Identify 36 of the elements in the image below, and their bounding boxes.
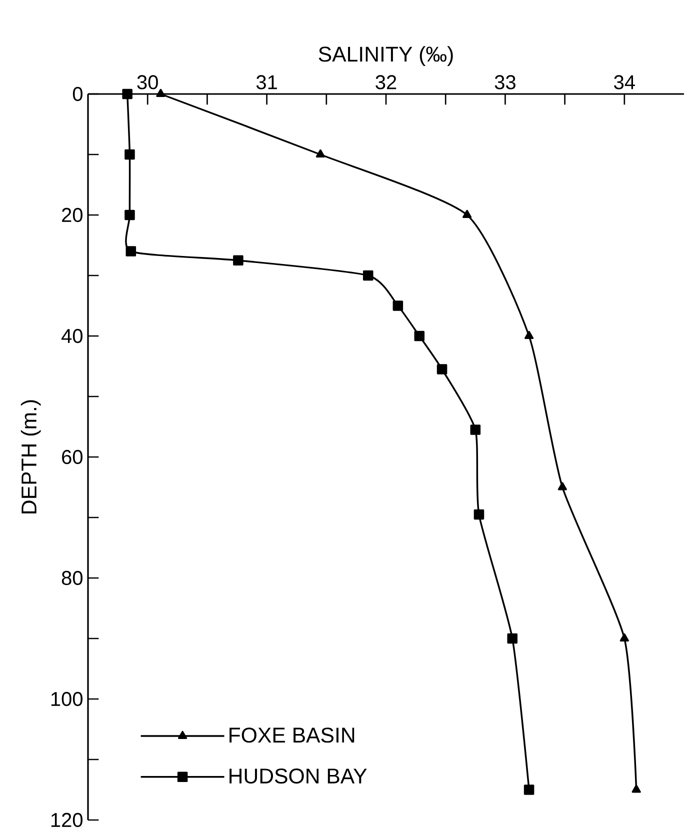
x-tick-label: 33 xyxy=(494,75,516,90)
y-tick-label: 0 xyxy=(72,86,82,102)
x-axis-title: SALINITY (‰) xyxy=(318,46,453,66)
x-tick-label: 30 xyxy=(137,75,158,90)
y-tick-label: 40 xyxy=(62,328,82,344)
point xyxy=(392,300,404,311)
point xyxy=(362,270,374,281)
point xyxy=(156,88,166,97)
point xyxy=(126,246,136,256)
point xyxy=(462,210,472,218)
point xyxy=(632,784,641,793)
y-tick-label: 120 xyxy=(51,812,82,828)
point xyxy=(124,210,135,220)
point xyxy=(436,364,448,374)
point xyxy=(474,509,484,520)
point xyxy=(507,633,518,644)
x-tick-label: 32 xyxy=(376,75,396,90)
x-tick-label: 34 xyxy=(614,75,635,90)
y-tick-label: 80 xyxy=(62,570,82,586)
point xyxy=(414,330,425,342)
y-axis-title: DEPTH (m.) xyxy=(20,400,41,514)
point xyxy=(524,784,534,795)
legend-label: HUDSON BAY xyxy=(230,768,367,784)
point xyxy=(124,149,135,160)
point xyxy=(316,149,326,158)
point xyxy=(524,330,534,340)
point xyxy=(233,255,244,266)
point xyxy=(558,482,567,490)
x-tick-label: 31 xyxy=(256,75,277,90)
y-tick-label: 60 xyxy=(62,450,82,464)
y-tick-label: 20 xyxy=(62,208,82,222)
legend-label: FOXE BASIN xyxy=(230,728,354,743)
y-tick-label: 100 xyxy=(51,692,82,706)
point xyxy=(620,633,629,642)
point xyxy=(122,88,132,100)
point xyxy=(470,424,481,435)
